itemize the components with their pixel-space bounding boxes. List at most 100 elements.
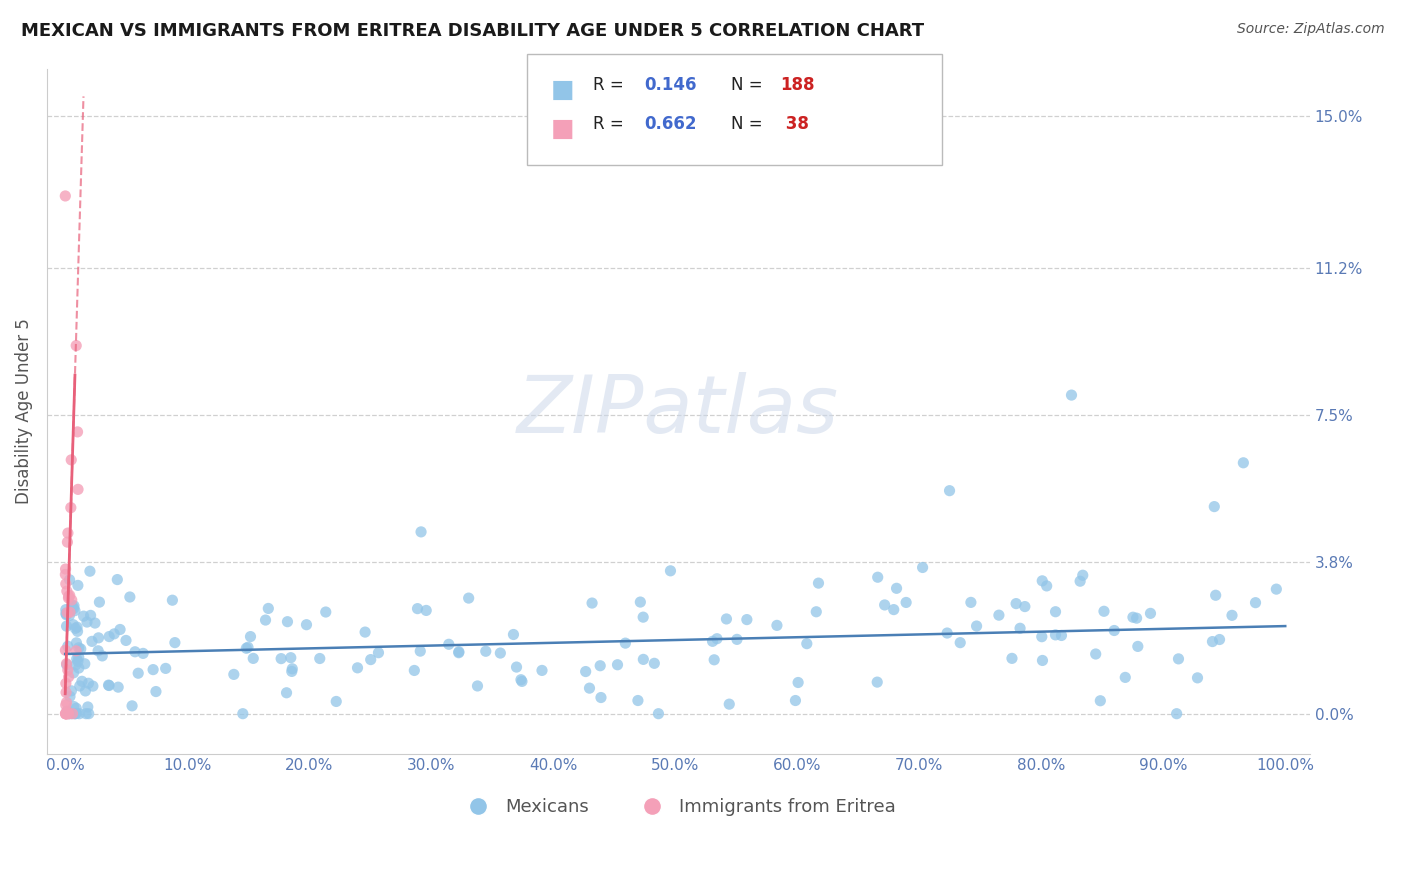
Point (1060, 388, 1083, 402)
Point (58, 706, 80, 721)
Point (56, 526, 79, 541)
Point (55, 706, 77, 721)
Point (63, 706, 86, 721)
Point (60, 706, 83, 721)
Point (883, 602, 905, 616)
Point (55, 706, 77, 721)
Point (295, 617, 318, 632)
Point (55, 706, 77, 721)
Point (56, 639, 79, 653)
Point (1167, 652, 1189, 666)
Point (643, 657, 665, 671)
Point (76, 615, 98, 629)
Point (66, 578, 89, 592)
Point (62, 706, 84, 721)
Point (911, 560, 934, 574)
Point (59, 690, 82, 704)
Point (1069, 574, 1091, 589)
Point (98, 630, 121, 644)
Point (505, 660, 527, 674)
Point (628, 595, 651, 609)
Point (716, 612, 738, 626)
Point (1005, 597, 1028, 611)
Point (55, 706, 77, 721)
Point (1014, 599, 1036, 614)
Point (633, 652, 655, 666)
Point (530, 664, 553, 678)
Text: 0.662: 0.662 (644, 115, 696, 133)
Point (98, 678, 121, 692)
Point (1126, 640, 1149, 654)
Point (56, 606, 79, 620)
Point (1090, 694, 1112, 708)
Point (55, 698, 77, 712)
Point (1031, 574, 1053, 588)
Point (949, 635, 972, 649)
Point (145, 684, 167, 698)
Point (76, 700, 98, 714)
Point (124, 645, 146, 659)
Point (118, 590, 141, 604)
Point (239, 630, 262, 644)
Point (65, 706, 87, 721)
Point (447, 646, 470, 660)
Point (62, 617, 84, 632)
Point (65, 657, 87, 672)
Point (66, 624, 89, 639)
Point (65, 701, 87, 715)
Point (59, 500, 82, 515)
Point (966, 619, 988, 633)
Point (1208, 632, 1230, 647)
Text: N =: N = (731, 115, 768, 133)
Point (409, 644, 432, 658)
Point (404, 664, 426, 678)
Point (55, 619, 77, 633)
Point (257, 601, 280, 615)
Point (66, 652, 89, 666)
Point (55, 657, 77, 672)
Point (58, 670, 80, 684)
Point (65, 338, 87, 352)
Point (107, 680, 129, 694)
Point (510, 673, 533, 687)
Point (270, 651, 292, 665)
Point (886, 582, 908, 596)
Point (58, 706, 80, 721)
Point (866, 570, 889, 584)
Point (55, 706, 77, 721)
Point (938, 483, 960, 498)
Point (55, 643, 77, 657)
Text: ■: ■ (551, 78, 575, 102)
Point (1010, 621, 1032, 635)
Point (222, 667, 245, 681)
Point (232, 706, 254, 721)
Point (55, 685, 77, 699)
Text: MEXICAN VS IMMIGRANTS FROM ERITREA DISABILITY AGE UNDER 5 CORRELATION CHART: MEXICAN VS IMMIGRANTS FROM ERITREA DISAB… (21, 22, 924, 40)
Point (807, 576, 830, 591)
Point (142, 663, 165, 677)
Point (55, 607, 77, 622)
Point (281, 665, 304, 679)
Point (1045, 628, 1067, 642)
Point (1092, 604, 1115, 618)
Point (589, 658, 612, 673)
Point (58, 706, 80, 721)
Point (276, 615, 298, 629)
Text: 0.146: 0.146 (644, 76, 696, 94)
Point (77, 706, 100, 721)
Point (56, 663, 79, 677)
Point (67, 661, 90, 675)
Point (447, 645, 470, 659)
Point (1187, 671, 1209, 685)
Point (132, 647, 155, 661)
Point (67, 650, 90, 665)
Point (960, 595, 983, 609)
Point (281, 662, 304, 676)
Point (69, 679, 91, 693)
Point (706, 632, 728, 646)
Point (91, 648, 114, 663)
Point (67, 640, 90, 655)
Point (79, 564, 101, 578)
Point (1125, 611, 1147, 625)
Point (55, 577, 77, 591)
